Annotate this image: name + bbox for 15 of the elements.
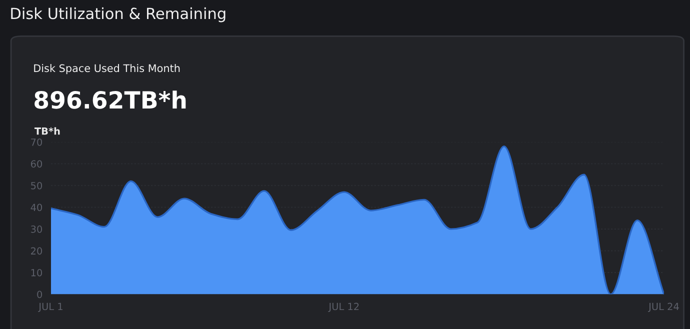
chart-title: Disk Utilization & Remaining bbox=[11, 7, 226, 22]
y-tick-label: 40 bbox=[30, 204, 42, 212]
y-tick-label: 30 bbox=[31, 226, 42, 233]
x-tick-label: JUL 1 bbox=[38, 302, 62, 312]
x-tick-label: JUL 24 bbox=[648, 302, 679, 312]
y-tick-label: 20 bbox=[31, 247, 42, 255]
chart-subtitle: Disk Space Used This Month bbox=[34, 64, 180, 74]
y-tick-label: 70 bbox=[31, 138, 42, 146]
y-tick-label: 50 bbox=[31, 182, 42, 190]
text: 896.62TB*h bbox=[34, 90, 186, 109]
y-tick-label: 60 bbox=[30, 160, 42, 168]
y-tick-label: 0 bbox=[37, 290, 42, 298]
x-tick-label: JUL 12 bbox=[328, 302, 359, 312]
y-tick-label: 10 bbox=[31, 269, 42, 276]
y-axis-title: TB*h bbox=[34, 127, 60, 135]
